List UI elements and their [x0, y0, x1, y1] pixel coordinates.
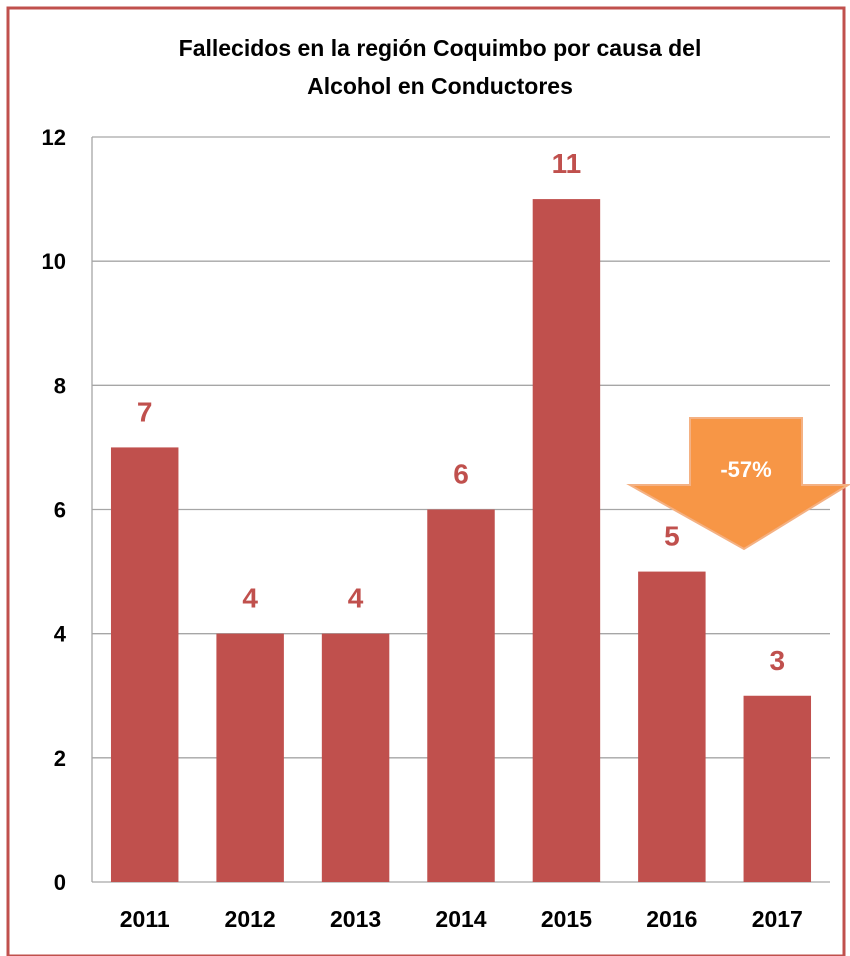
y-tick-label: 8: [54, 373, 66, 398]
decrease-arrow-label: -57%: [720, 457, 771, 482]
y-axis-ticks: 0 2 4 6 8 10 12: [42, 125, 67, 895]
bar-2016: [638, 571, 706, 882]
chart-title-line-2: Alcohol en Conductores: [307, 73, 573, 99]
data-label: 11: [552, 148, 582, 179]
y-tick-label: 2: [54, 746, 66, 771]
y-tick-label: 0: [54, 870, 66, 895]
bar-2014: [427, 509, 495, 882]
down-arrow-shape: [626, 417, 850, 551]
bar-2013: [321, 633, 390, 882]
y-tick-label: 12: [42, 125, 66, 150]
decrease-arrow-annotation: -57%: [626, 417, 850, 551]
x-tick-label: 2015: [541, 906, 592, 932]
bar-2015: [532, 199, 601, 883]
data-label: 3: [769, 645, 785, 676]
bars: [110, 199, 812, 883]
y-tick-label: 10: [42, 249, 66, 274]
data-labels: 7 4 4 6 11 5 3: [137, 148, 785, 676]
x-tick-label: 2011: [120, 906, 170, 932]
x-tick-label: 2012: [225, 906, 276, 932]
x-tick-label: 2013: [330, 906, 381, 932]
x-axis-ticks: 2011 2012 2013 2014 2015 2016 2017: [120, 906, 803, 932]
chart-title-line-1: Fallecidos en la región Coquimbo por cau…: [179, 35, 702, 61]
data-label: 6: [453, 459, 469, 490]
data-label: 5: [664, 521, 680, 552]
y-tick-label: 6: [54, 498, 66, 523]
x-tick-label: 2017: [752, 906, 803, 932]
bar-2012: [216, 633, 284, 882]
y-tick-label: 4: [54, 622, 67, 647]
data-label: 4: [348, 583, 364, 614]
bar-2017: [743, 695, 812, 882]
data-label: 4: [242, 583, 258, 614]
data-label: 7: [137, 396, 153, 427]
x-tick-label: 2016: [646, 906, 697, 932]
bar-2011: [110, 447, 179, 882]
x-tick-label: 2014: [435, 906, 486, 932]
